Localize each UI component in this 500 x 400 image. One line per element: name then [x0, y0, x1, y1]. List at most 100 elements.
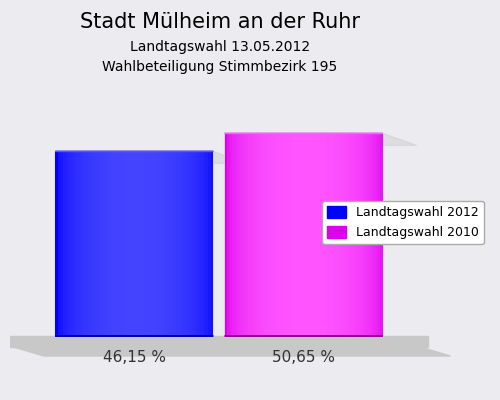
Bar — [354, 134, 356, 336]
Bar — [152, 152, 156, 336]
Bar — [293, 134, 296, 336]
Bar — [58, 152, 60, 336]
Bar — [282, 134, 285, 336]
Bar — [346, 134, 348, 336]
Bar — [171, 152, 174, 336]
Bar — [227, 134, 230, 336]
Bar — [68, 152, 71, 336]
Bar — [198, 152, 200, 336]
Bar — [102, 152, 105, 336]
Bar — [206, 152, 208, 336]
Legend: Landtagswahl 2012, Landtagswahl 2010: Landtagswahl 2012, Landtagswahl 2010 — [322, 201, 484, 244]
Bar — [298, 134, 301, 336]
Bar — [278, 134, 280, 336]
Text: Stadt Mülheim an der Ruhr: Stadt Mülheim an der Ruhr — [80, 12, 360, 32]
Polygon shape — [10, 346, 450, 356]
Bar — [232, 134, 235, 336]
Bar — [224, 134, 227, 336]
Bar — [375, 134, 378, 336]
Bar — [168, 152, 171, 336]
Bar — [330, 134, 332, 336]
Bar — [288, 134, 290, 336]
Bar — [158, 152, 160, 336]
Bar — [364, 134, 367, 336]
Bar — [63, 152, 66, 336]
Bar — [200, 152, 203, 336]
Bar — [137, 152, 140, 336]
Bar — [351, 134, 354, 336]
Bar — [362, 134, 364, 336]
Bar — [150, 152, 152, 336]
Bar — [290, 134, 293, 336]
Bar — [243, 134, 246, 336]
Bar — [108, 152, 110, 336]
Bar — [187, 152, 190, 336]
Bar — [98, 152, 100, 336]
Bar — [66, 152, 68, 336]
Bar — [134, 152, 137, 336]
Bar — [74, 152, 76, 336]
Bar — [356, 134, 359, 336]
Bar — [160, 152, 163, 336]
Bar — [100, 152, 102, 336]
Bar — [380, 134, 382, 336]
Bar — [163, 152, 166, 336]
Bar — [84, 152, 87, 336]
Bar — [254, 134, 256, 336]
Text: 50,65 %: 50,65 % — [272, 350, 335, 365]
Bar — [304, 134, 306, 336]
Bar — [60, 152, 63, 336]
Bar — [55, 152, 58, 336]
Bar — [306, 134, 309, 336]
Bar — [324, 134, 328, 336]
Bar — [270, 134, 272, 336]
Bar — [274, 134, 278, 336]
Bar — [235, 134, 238, 336]
Polygon shape — [224, 134, 416, 348]
Bar — [256, 134, 259, 336]
Bar — [87, 152, 90, 336]
Text: 46,15 %: 46,15 % — [102, 350, 166, 365]
Bar — [267, 134, 270, 336]
Bar — [71, 152, 74, 336]
Bar — [174, 152, 176, 336]
Bar — [126, 152, 129, 336]
Bar — [359, 134, 362, 336]
Bar — [378, 134, 380, 336]
Bar — [372, 134, 375, 336]
Bar — [240, 134, 243, 336]
Bar — [142, 152, 145, 336]
Bar — [280, 134, 282, 336]
Bar — [348, 134, 351, 336]
Bar — [208, 152, 210, 336]
Bar — [116, 152, 118, 336]
Bar — [76, 152, 79, 336]
Bar — [248, 134, 251, 336]
Text: Landtagswahl 13.05.2012: Landtagswahl 13.05.2012 — [130, 40, 310, 54]
Bar — [10, 336, 428, 347]
Bar — [338, 134, 340, 336]
Bar — [90, 152, 92, 336]
Bar — [110, 152, 113, 336]
Bar — [343, 134, 346, 336]
Bar — [124, 152, 126, 336]
Bar — [129, 152, 132, 336]
Bar — [264, 134, 267, 336]
Bar — [230, 134, 232, 336]
Bar — [246, 134, 248, 336]
Bar — [176, 152, 179, 336]
Bar — [121, 152, 124, 336]
Bar — [132, 152, 134, 336]
Bar — [285, 134, 288, 336]
Bar — [238, 134, 240, 336]
Bar — [259, 134, 262, 336]
Bar — [105, 152, 108, 336]
Bar — [340, 134, 343, 336]
Polygon shape — [55, 152, 247, 348]
Bar — [312, 134, 314, 336]
Bar — [322, 134, 324, 336]
Bar — [301, 134, 304, 336]
Bar — [184, 152, 187, 336]
Bar — [314, 134, 317, 336]
Bar — [92, 152, 94, 336]
